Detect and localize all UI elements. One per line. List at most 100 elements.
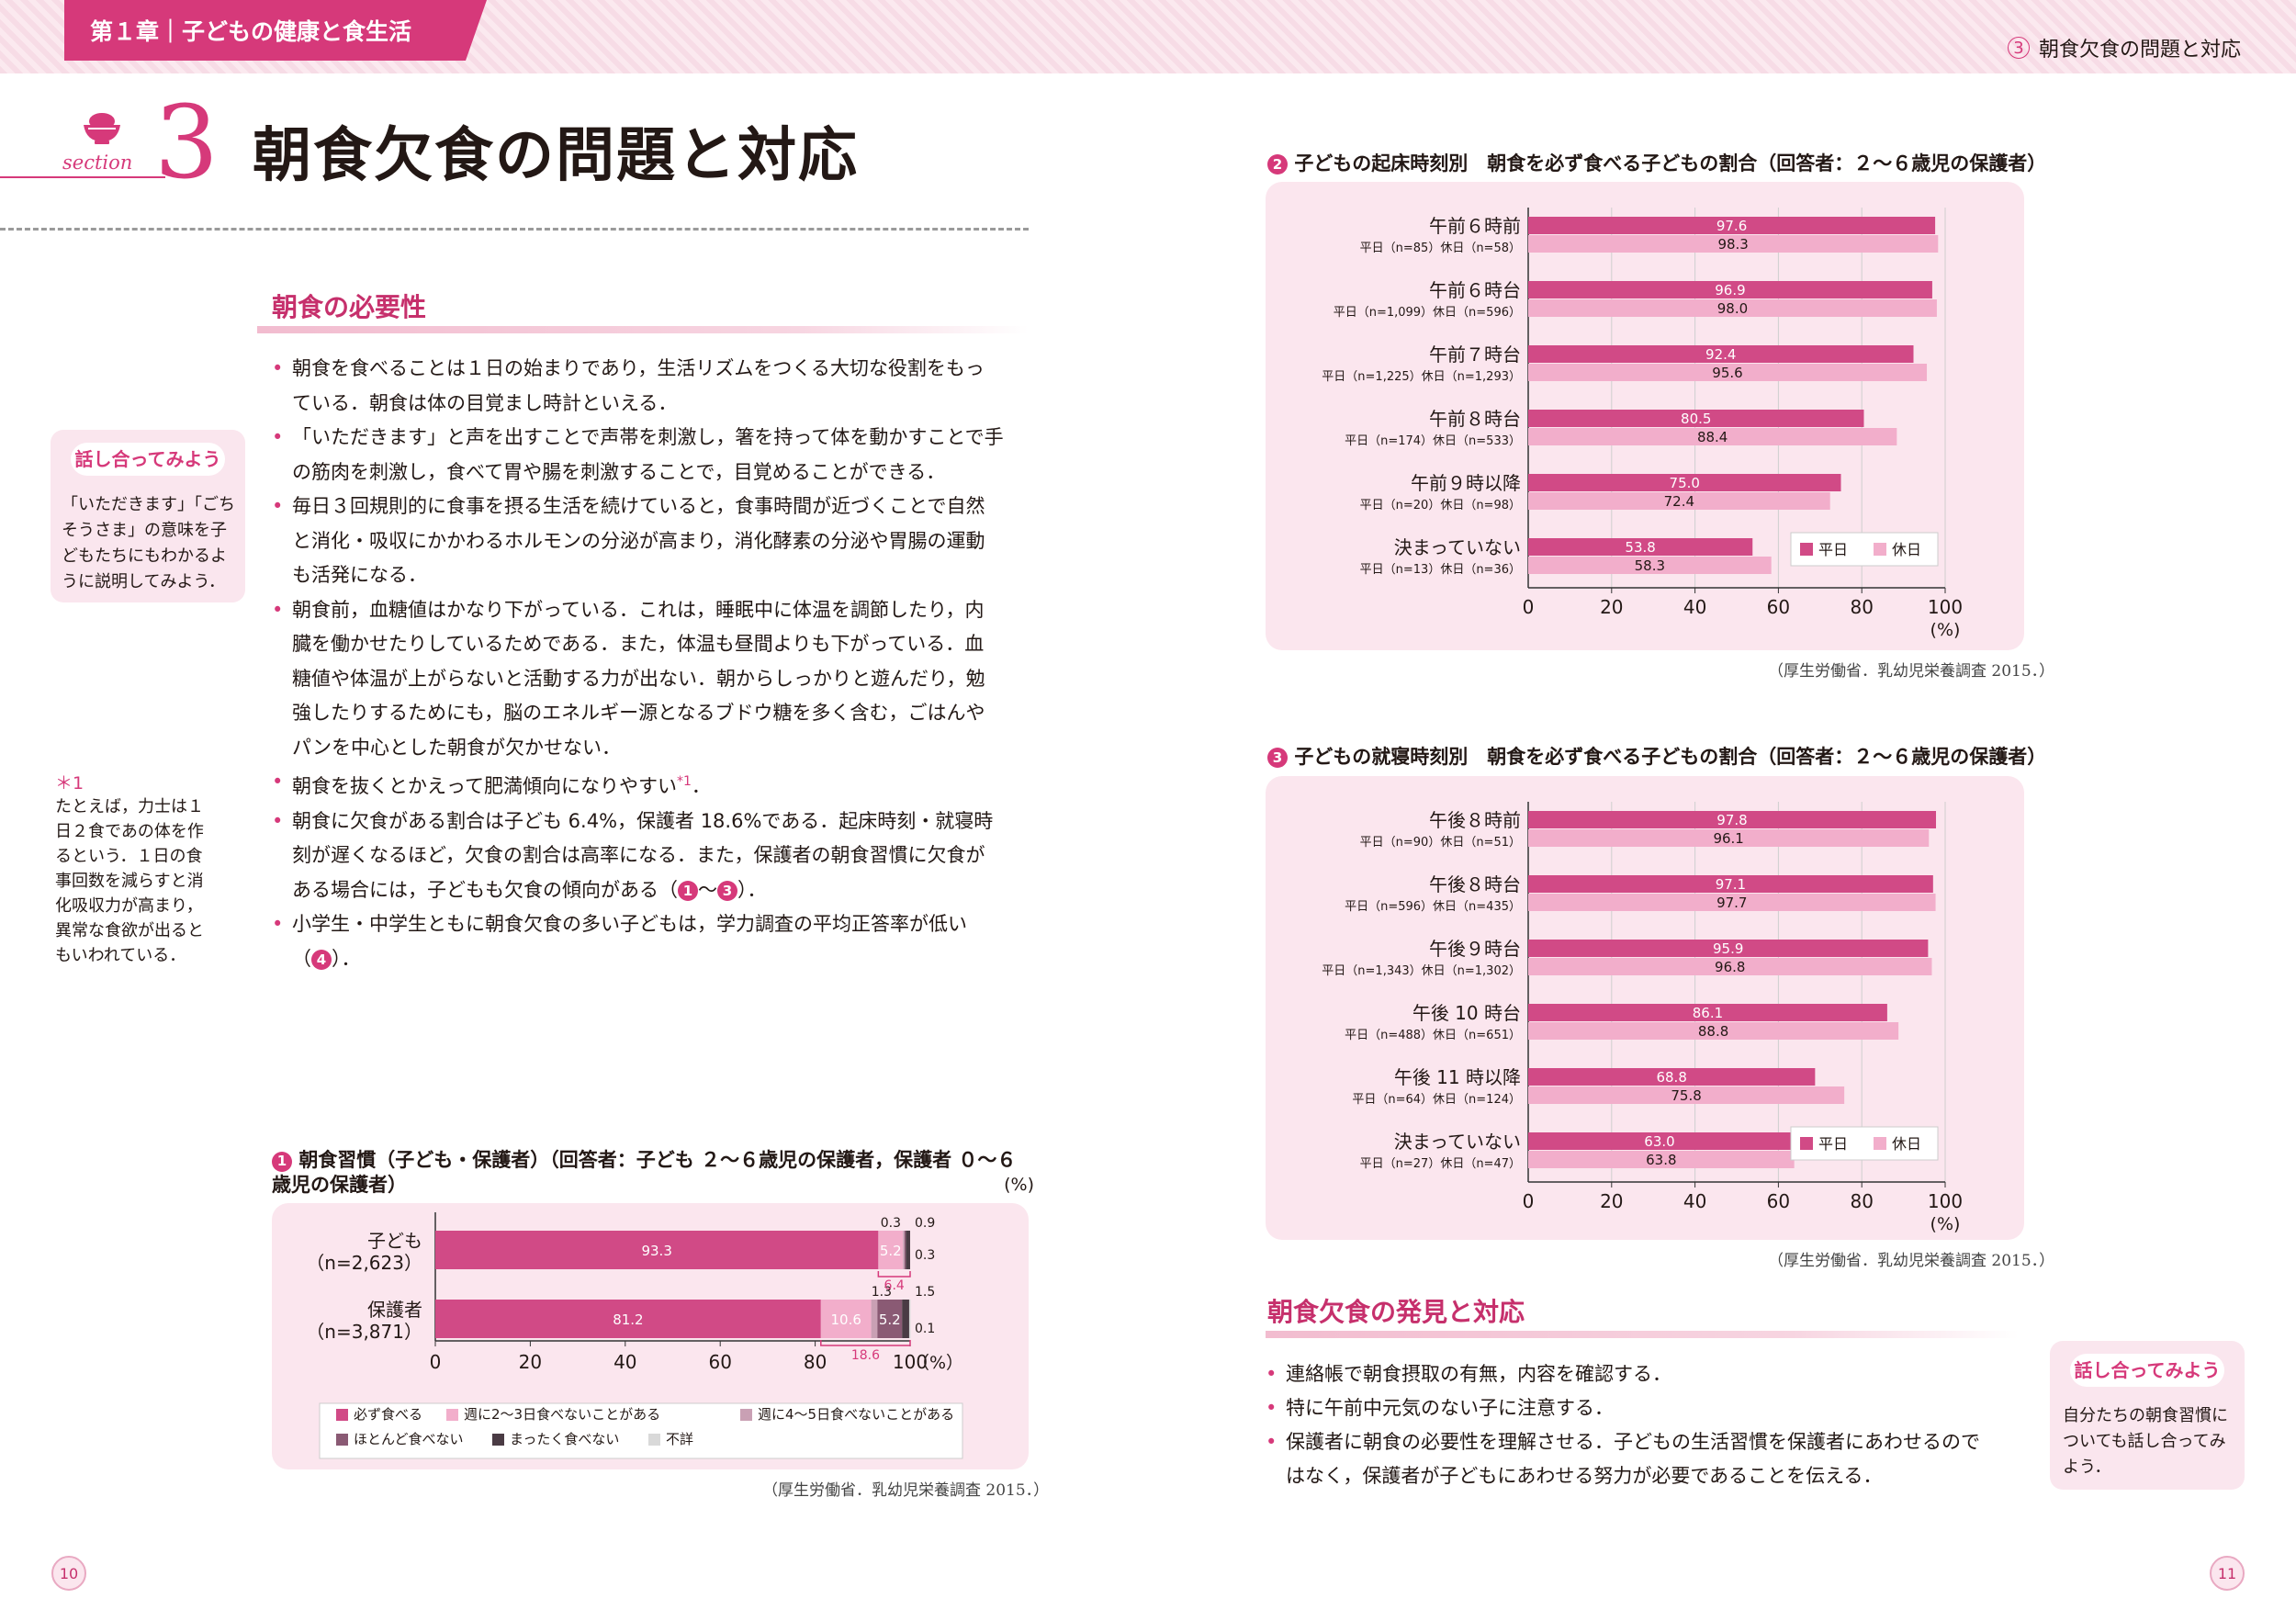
necessity-heading: 朝食の必要性 bbox=[272, 292, 427, 322]
chart1-title-line: 朝食習慣（子ども・保護者）（回答者：子ども ２〜６歳児の保護者，保護者 ０〜６ bbox=[298, 1149, 1017, 1171]
chart2-tick-label: 0 bbox=[1523, 596, 1535, 618]
bullet-line: と消化・吸収にかかわるホルモンの分泌が高まり，消化酵素の分泌や胃腸の運動 bbox=[292, 529, 985, 552]
chart2-bar-weekday bbox=[1528, 410, 1864, 427]
chart3-data-label: 63.0 bbox=[1644, 1133, 1674, 1150]
range-tilde: 〜 bbox=[698, 878, 717, 901]
bullet-line: 特に午前中元気のない子に注意する． bbox=[1286, 1397, 1614, 1419]
page-number-right: 11 bbox=[2210, 1556, 2245, 1591]
chart1-bar-segment bbox=[904, 1231, 906, 1269]
bullet-line: の筋肉を刺激し，食べて胃や腸を刺激することで，目覚めることができる． bbox=[292, 460, 946, 483]
bullet-line: も活発になる． bbox=[292, 564, 427, 586]
chart1-bar-segment bbox=[820, 1300, 872, 1338]
chart2-bar-holiday bbox=[1528, 557, 1772, 574]
chart2-bar-weekday bbox=[1528, 345, 1914, 363]
footnote-line: もいわれている． bbox=[55, 946, 186, 965]
discussion-text: 「いただきます」「ごち そうさま」の意味を子 どもたちにもわかるよ うに説明して… bbox=[62, 492, 242, 595]
chart3-data-label: 86.1 bbox=[1693, 1005, 1723, 1021]
chart3-category-label: 午後 10 時台 bbox=[1412, 1002, 1521, 1024]
chart2-x-unit: (%) bbox=[1930, 620, 1961, 640]
discovery-heading-underline bbox=[1266, 1331, 2019, 1338]
chart2-data-label: 53.8 bbox=[1625, 539, 1655, 556]
chart2-legend-box bbox=[1790, 532, 1939, 567]
chart3-data-label: 63.8 bbox=[1646, 1152, 1676, 1168]
chart3-legend-label: 休日 bbox=[1892, 1135, 1921, 1153]
chart3-data-label: 95.9 bbox=[1713, 940, 1743, 957]
chart2-legend-swatch bbox=[1800, 543, 1813, 556]
chart1-legend-swatch bbox=[336, 1434, 348, 1446]
footnote-line: 異常な食欲が出ると bbox=[55, 921, 204, 940]
chart3-category-n: 平日（n=488）休日（n=651） bbox=[1345, 1029, 1521, 1042]
chart1-bracket-label: 6.4 bbox=[884, 1278, 905, 1293]
chart1-bar-segment bbox=[902, 1300, 909, 1338]
chart1-legend-swatch bbox=[336, 1409, 348, 1421]
chart3-category-label: 決まっていない bbox=[1394, 1131, 1521, 1153]
chart3-data-label: 97.1 bbox=[1716, 876, 1746, 893]
chapter-tab-label: 第１章｜子どもの健康と食生活 bbox=[90, 18, 412, 45]
chart3-bar-weekday bbox=[1528, 875, 1933, 893]
chart1-bar-segment bbox=[903, 1231, 905, 1269]
chart2-data-label: 97.6 bbox=[1716, 218, 1747, 234]
chart2-bar-holiday bbox=[1528, 428, 1897, 445]
chart3-title-text: 子どもの就寝時刻別 朝食を必ず食べる子どもの割合（回答者：２〜６歳児の保護者） bbox=[1294, 746, 2047, 768]
figure-ref[interactable]: 1 bbox=[678, 881, 698, 902]
chart3-category-label: 午後 11 時以降 bbox=[1394, 1066, 1521, 1088]
chart2-bar-weekday bbox=[1528, 538, 1753, 556]
chart1-legend-label: 必ず食べる bbox=[354, 1406, 422, 1423]
chart2-category-label: 決まっていない bbox=[1394, 536, 1521, 558]
chart1-bar-segment bbox=[906, 1231, 910, 1269]
chart2-bar-holiday bbox=[1528, 299, 1937, 317]
chart3-legend-box bbox=[1790, 1126, 1939, 1161]
chart3-tick-label: 20 bbox=[1600, 1190, 1623, 1212]
bullet-line: 糖値や体温が上がらないと活動する力が出ない．朝からしっかりと遊んだり，勉 bbox=[292, 667, 985, 690]
chart1-tick-label: 100 bbox=[893, 1351, 928, 1373]
figure-ref[interactable]: 3 bbox=[717, 881, 737, 902]
chart2-tick-label: 80 bbox=[1850, 596, 1873, 618]
figure-ref[interactable]: 4 bbox=[311, 950, 332, 971]
bullet-line: 臓を働かせたりしているためである．また，体温も昼間よりも下がっている．血 bbox=[292, 633, 985, 655]
bullet-line: 「いただきます」と声を出すことで声帯を刺激し，箸を持って体を動かすことで手 bbox=[292, 426, 1004, 448]
chart3-bar-weekday bbox=[1528, 940, 1929, 957]
bullet-end: ）． bbox=[332, 947, 361, 970]
chart1-data-label: 81.2 bbox=[613, 1311, 643, 1328]
bullet-line: 朝食に欠食がある割合は子ども 6.4%，保護者 18.6%である．起床時刻・就寝… bbox=[292, 809, 994, 832]
chart2-category-label: 午前６時前 bbox=[1429, 215, 1521, 237]
bullet-item: 特に午前中元気のない子に注意する． bbox=[1266, 1391, 2037, 1425]
bullet-line: 朝食前，血糖値はかなり下がっている．これは，睡眠中に体温を調節したり，内 bbox=[292, 598, 985, 621]
chart1-tick-label: 40 bbox=[613, 1351, 636, 1373]
chart2-bar-weekday bbox=[1528, 474, 1841, 491]
footnote-line: るという．１日の食 bbox=[55, 847, 203, 866]
chart2-data-label: 58.3 bbox=[1635, 557, 1665, 574]
chart3-bar-holiday bbox=[1528, 1086, 1845, 1104]
bullet-text: 朝食を抜くとかえって肥満傾向になりやすい bbox=[292, 775, 677, 797]
chart1-legend-swatch bbox=[740, 1409, 752, 1421]
chart1-plot: 0 20 40 60 80 100（%） 子ども（n=2,623） 93.3 5.2 保護者（n=… bbox=[306, 1212, 963, 1459]
bullet-line: 朝食を食べることは１日の始まりであり，生活リズムをつくる大切な役割をもっ bbox=[292, 357, 985, 379]
chart3-bar-holiday bbox=[1528, 829, 1930, 847]
chart3-legend-swatch bbox=[1874, 1137, 1886, 1150]
chart1-legend-swatch bbox=[492, 1434, 504, 1446]
rice-bowl-icon bbox=[84, 113, 120, 144]
discussion-line: 自分たちの朝食習慣に bbox=[2063, 1406, 2228, 1425]
bullet-item: 保護者に朝食の必要性を理解させる．子どもの生活習慣を保護者にあわせるので はなく… bbox=[1266, 1425, 2037, 1493]
chart2-source: （厚生労働省．乳幼児栄養調査 2015．） bbox=[1768, 662, 2055, 681]
section-number: 3 bbox=[154, 84, 219, 201]
chart3-category-n: 平日（n=64）休日（n=124） bbox=[1352, 1093, 1521, 1107]
bullet-item: 毎日３回規則的に食事を摂る生活を続けていると，食事時間が近づくことで自然 と消化… bbox=[272, 490, 1034, 593]
chart2-category-label: 午前７時台 bbox=[1429, 343, 1521, 366]
chart2-bar-weekday bbox=[1528, 281, 1932, 298]
chart1-legend-swatch bbox=[648, 1434, 660, 1446]
chart3-x-unit: (%) bbox=[1930, 1214, 1961, 1234]
chart3-category-n: 平日（n=1,343）休日（n=1,302） bbox=[1322, 964, 1521, 978]
chart1-side-label: 0.1 bbox=[915, 1322, 935, 1336]
footnote-line: たとえば，力士は１ bbox=[55, 797, 204, 816]
bullet-line: 小学生・中学生ともに朝食欠食の多い子どもは，学力調査の平均正答率が低い bbox=[292, 913, 967, 935]
running-header-title: 朝食欠食の問題と対応 bbox=[2038, 39, 2241, 62]
chart2-data-label: 92.4 bbox=[1705, 346, 1736, 363]
chart1-category-label: 保護者 bbox=[367, 1299, 422, 1321]
footnote-mark[interactable]: *1 bbox=[676, 774, 692, 789]
chart3-category-label: 午後８時前 bbox=[1429, 809, 1521, 831]
chart1-side-label: 1.5 bbox=[915, 1285, 935, 1300]
chart2-tick-label: 40 bbox=[1683, 596, 1706, 618]
chart3-tick-label: 0 bbox=[1523, 1190, 1535, 1212]
